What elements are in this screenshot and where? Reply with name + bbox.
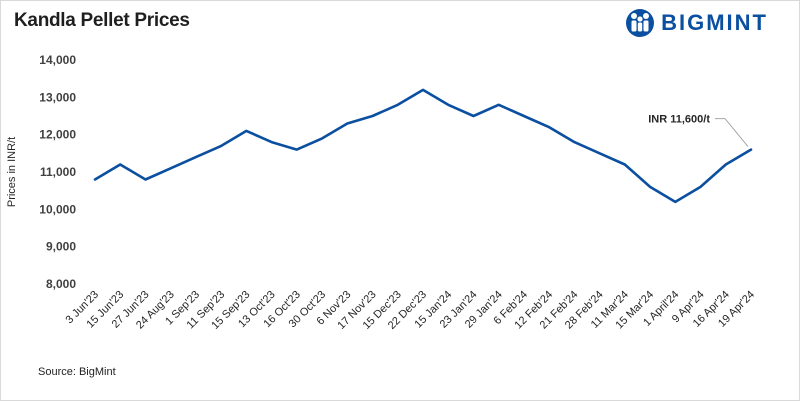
annotation-label: INR 11,600/t: [648, 114, 710, 126]
series-line: [93, 88, 753, 204]
brand-logo: BIGMINT: [625, 8, 768, 38]
y-tick-label: 12,000: [39, 128, 76, 142]
annotations: INR 11,600/t: [648, 114, 749, 147]
y-tick-label: 11,000: [40, 165, 76, 179]
series-kandla-pellet: [93, 88, 753, 204]
brand-name: BIGMINT: [661, 10, 768, 35]
chart-title: Kandla Pellet Prices: [14, 10, 190, 31]
y-tick-label: 8,000: [46, 277, 76, 291]
y-tick-label: 10,000: [39, 202, 76, 216]
y-tick-label: 9,000: [46, 240, 76, 254]
y-axis: 8,000 9,000 10,000 11,000 12,000 13,000 14,000: [39, 53, 76, 291]
y-axis-label: Prices in INR/t: [6, 137, 18, 207]
bigmint-logo-icon: [626, 9, 655, 37]
y-tick-label: 13,000: [39, 90, 76, 104]
y-tick-label: 14,000: [39, 53, 76, 67]
annotation-leader-line: [715, 118, 749, 147]
source-note: Source: BigMint: [38, 366, 116, 378]
